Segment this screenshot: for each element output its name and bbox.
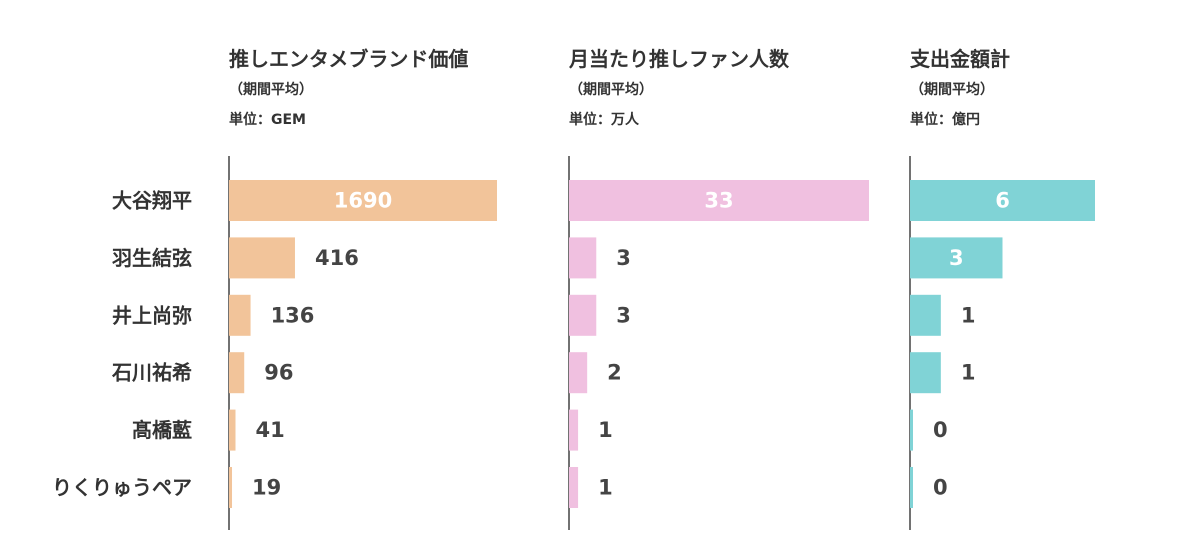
bar (229, 409, 236, 451)
data-label: 1 (598, 476, 613, 500)
panel-period: （期間平均） (569, 81, 653, 98)
category-label: 髙橋藍 (132, 418, 192, 442)
bar (569, 294, 597, 336)
data-label: 3 (616, 303, 631, 327)
data-label: 41 (256, 418, 285, 442)
panel-title: 推しエンタメブランド価値 (229, 47, 468, 71)
panel-period: （期間平均） (910, 81, 994, 98)
bar (569, 467, 579, 508)
data-label: 1690 (334, 189, 392, 213)
category-label: 井上尚弥 (112, 303, 192, 327)
data-label: 0 (933, 476, 948, 500)
bar (229, 180, 497, 221)
data-label: 416 (315, 246, 359, 270)
panel-title: 支出金額計 (910, 47, 1010, 71)
bar (910, 294, 941, 336)
data-label: 1 (961, 303, 976, 327)
data-label: 0 (933, 418, 948, 442)
data-label: 3 (949, 246, 964, 270)
bar (569, 409, 579, 451)
data-label: 2 (607, 361, 622, 385)
category-label: りくりゅうペア (52, 476, 192, 500)
bar (910, 409, 913, 451)
panel-period: （期間平均） (229, 81, 313, 98)
category-label: 石川祐希 (111, 361, 192, 385)
bar (910, 237, 1003, 279)
bar (569, 352, 588, 394)
data-label: 33 (704, 189, 733, 213)
data-label: 136 (271, 303, 315, 327)
panel-title: 月当たり推しファン人数 (568, 47, 790, 71)
category-label: 羽生結弦 (112, 246, 192, 270)
category-label: 大谷翔平 (112, 189, 192, 213)
bar (569, 237, 597, 279)
data-label: 1 (598, 418, 613, 442)
data-label: 1 (961, 361, 976, 385)
bar (229, 294, 251, 336)
data-label: 19 (252, 476, 281, 500)
panel-unit: 単位：GEM (229, 111, 306, 128)
bar (910, 352, 941, 394)
bar (910, 467, 913, 508)
panel-unit: 単位：万人 (569, 111, 640, 128)
data-label: 96 (264, 361, 293, 385)
data-label: 3 (616, 246, 631, 270)
bar (910, 180, 1095, 221)
bar (229, 237, 295, 279)
data-label: 6 (995, 189, 1010, 213)
bar (569, 180, 869, 221)
bar (229, 352, 245, 394)
panel-unit: 単位：億円 (910, 111, 980, 128)
bar (229, 467, 233, 508)
